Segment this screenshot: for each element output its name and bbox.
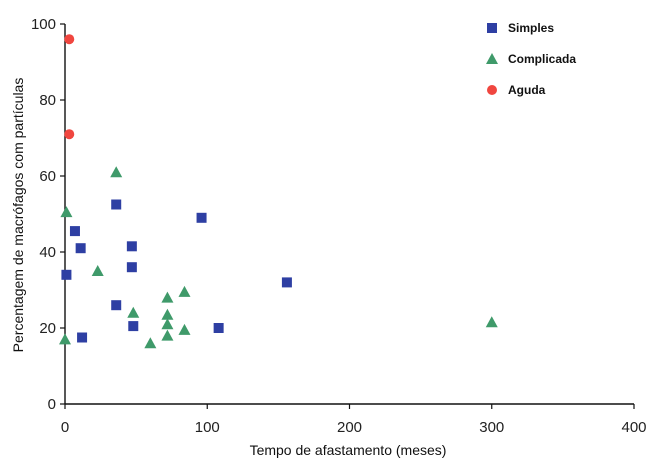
data-point-simples — [196, 212, 207, 223]
legend-marker-aguda — [487, 85, 497, 95]
legend-label-complicada: Complicada — [508, 52, 576, 66]
data-point-simples — [126, 262, 137, 273]
data-point-simples — [213, 323, 224, 333]
y-tick-label: 20 — [39, 320, 56, 337]
data-point-complicada — [127, 306, 140, 318]
y-axis-title: Percentagem de macrófagos com partículas — [10, 78, 26, 353]
x-tick-label: 400 — [621, 419, 646, 436]
legend-label-aguda: Aguda — [508, 83, 546, 97]
data-point-simples — [126, 241, 137, 252]
data-point-aguda — [64, 129, 75, 140]
data-point-complicada — [161, 291, 174, 303]
data-point-simples — [111, 300, 122, 311]
data-point-complicada — [110, 166, 123, 178]
data-point-complicada — [60, 206, 73, 218]
data-point-complicada — [178, 285, 191, 297]
legend-label-simples: Simples — [508, 21, 554, 35]
data-point-complicada — [178, 323, 191, 335]
legend-marker-complicada — [486, 53, 498, 64]
data-point-simples — [61, 269, 72, 280]
data-point-simples — [75, 243, 86, 254]
data-points — [59, 34, 498, 349]
x-tick-label: 0 — [61, 419, 69, 436]
data-point-complicada — [485, 316, 498, 328]
x-tick-label: 200 — [337, 419, 362, 436]
data-point-complicada — [144, 337, 157, 349]
y-tick-label: 60 — [39, 168, 56, 185]
data-point-simples — [77, 332, 88, 343]
data-point-simples — [281, 277, 292, 288]
data-point-aguda — [64, 34, 75, 45]
data-point-complicada — [161, 308, 174, 320]
data-point-simples — [69, 226, 80, 237]
y-tick-label: 0 — [48, 396, 56, 413]
x-tick-label: 100 — [195, 419, 220, 436]
y-tick-label: 40 — [39, 244, 56, 261]
y-tick-label: 100 — [31, 16, 56, 33]
data-point-simples — [128, 321, 139, 332]
x-tick-label: 300 — [479, 419, 504, 436]
legend-marker-simples — [487, 23, 497, 33]
x-axis-title: Tempo de afastamento (meses) — [250, 442, 447, 458]
axes: 0 100 200 300 400 0 20 40 60 80 100 — [31, 16, 647, 436]
y-tick-label: 80 — [39, 92, 56, 109]
data-point-complicada — [161, 329, 174, 341]
data-point-complicada — [91, 265, 104, 276]
data-point-complicada — [161, 318, 174, 330]
legend: Simples Complicada Aguda — [486, 21, 576, 97]
data-point-complicada — [59, 333, 71, 345]
data-point-simples — [111, 199, 122, 210]
